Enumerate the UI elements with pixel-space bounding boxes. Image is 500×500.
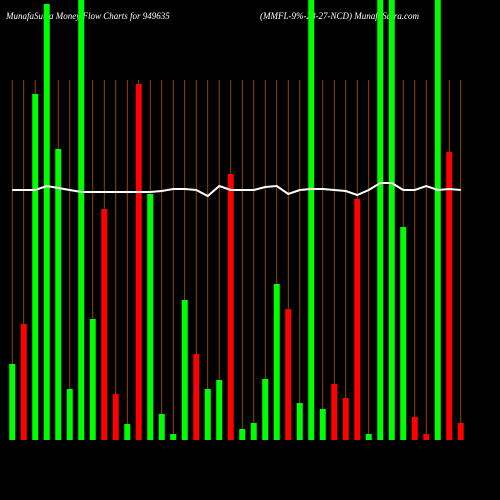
bar xyxy=(273,284,280,440)
bar xyxy=(135,84,142,440)
bar xyxy=(239,429,246,440)
bar xyxy=(66,389,73,440)
bar xyxy=(319,409,326,440)
bar xyxy=(331,384,338,440)
bar xyxy=(285,309,292,440)
bar xyxy=(78,0,85,440)
bar xyxy=(365,434,372,440)
bar xyxy=(193,354,200,440)
bar xyxy=(32,94,39,440)
bar xyxy=(158,414,165,440)
bar xyxy=(43,4,50,440)
bar xyxy=(354,199,361,440)
bar xyxy=(434,0,441,440)
bar xyxy=(296,403,303,440)
bar xyxy=(101,209,108,440)
bar xyxy=(423,434,430,440)
bar xyxy=(400,227,407,440)
chart-title: MunafaSutra Money Flow Charts for 949635 xyxy=(5,11,170,21)
bar xyxy=(181,300,188,440)
bar xyxy=(227,174,234,440)
chart-subtitle: (MMFL-9%-28-27-NCD) MunafaSutra.com xyxy=(260,11,419,21)
money-flow-line xyxy=(12,182,461,198)
bar xyxy=(216,380,223,440)
bar xyxy=(170,434,177,440)
bar xyxy=(388,0,395,440)
bar xyxy=(9,364,16,440)
bar xyxy=(250,423,257,440)
bar xyxy=(112,394,119,440)
bar xyxy=(342,398,349,440)
bar xyxy=(55,149,62,440)
bar xyxy=(446,152,453,440)
bar xyxy=(89,319,96,440)
bar xyxy=(411,417,418,440)
bar xyxy=(377,0,384,440)
bar xyxy=(308,0,315,440)
bar xyxy=(262,379,269,440)
bar xyxy=(204,389,211,440)
bar xyxy=(457,423,464,440)
bar xyxy=(20,324,27,440)
bar xyxy=(124,424,131,440)
bar xyxy=(147,194,154,440)
